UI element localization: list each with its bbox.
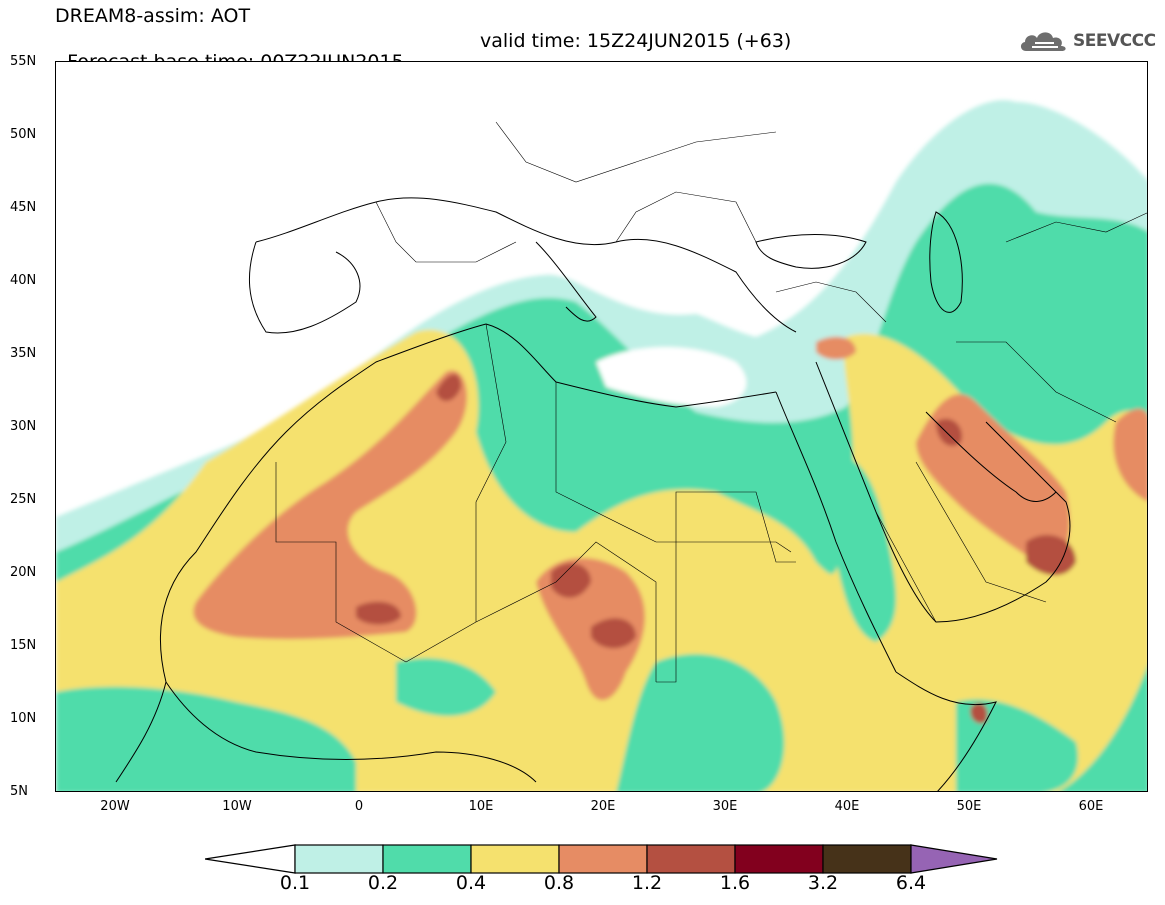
- lat-tick-label: 25N: [10, 492, 37, 507]
- coastline-horn-of-africa: [895, 671, 997, 791]
- aot-patch-0.8: [1113, 408, 1147, 501]
- lon-tick-label: 0: [354, 799, 364, 814]
- colorbar-level-label: 0.8: [543, 872, 575, 894]
- aot-patch-1.2: [970, 702, 988, 724]
- colorbar-level-label: 3.2: [807, 872, 839, 894]
- lon-tick-label: 30E: [712, 799, 738, 814]
- border-sahara-2: [405, 541, 657, 682]
- coastline-caspian: [929, 211, 963, 313]
- colorbar-level-label: 6.4: [895, 872, 927, 894]
- lat-tick-label: 40N: [10, 273, 37, 288]
- coastline-west-africa: [115, 323, 487, 783]
- colorbar-segment: [822, 844, 912, 874]
- country-borders: [275, 121, 1147, 683]
- aot-patch-0.2: [616, 654, 785, 791]
- lat-tick-label: 10N: [10, 711, 37, 726]
- lat-tick-label: 15N: [10, 638, 37, 653]
- colorbar-arrow-low: [205, 844, 296, 874]
- aot-patch-1.2: [591, 618, 636, 649]
- colorbar-arrow-high: [910, 844, 998, 874]
- colorbar-segment: [734, 844, 824, 874]
- lat-tick-label: 45N: [10, 200, 37, 215]
- aot-field: [56, 62, 1147, 791]
- lon-tick-label: 20E: [590, 799, 616, 814]
- aot-patch-0.8: [193, 370, 467, 640]
- aot-patch-0.2: [56, 686, 356, 791]
- lat-tick-label: 55N: [10, 54, 37, 69]
- colorbar-level-label: 1.6: [719, 872, 751, 894]
- colorbar-segment: [294, 844, 384, 874]
- lon-tick-label: 10E: [468, 799, 494, 814]
- aot-patch-0.8: [816, 336, 856, 360]
- lat-tick-label: 50N: [10, 127, 37, 142]
- chart-title: DREAM8-assim: AOT: [55, 5, 251, 27]
- coastline-north-africa: [485, 323, 777, 408]
- colorbar-level-label: 1.2: [631, 872, 663, 894]
- border-arabia-1: [915, 461, 1047, 603]
- colorbar-segment: [470, 844, 560, 874]
- coastline-red-sea-west: [775, 391, 897, 673]
- border-turkey: [775, 281, 887, 323]
- border-europe-1: [375, 201, 517, 263]
- border-sahara-3: [656, 491, 796, 683]
- border-europe-3: [495, 121, 777, 183]
- aot-patch-1.2: [551, 563, 591, 598]
- aot-patch-0.2: [396, 658, 496, 716]
- aot-colorbar: [205, 844, 998, 874]
- coastline-black-sea: [755, 234, 867, 269]
- aot-patch-1.2: [936, 418, 962, 446]
- colorbar-segment: [558, 844, 648, 874]
- border-egypt-sudan: [656, 541, 792, 553]
- lat-tick-label: 35N: [10, 346, 37, 361]
- coastline-europe: [255, 197, 797, 333]
- lon-tick-label: 10W: [222, 799, 252, 814]
- coastline-arabia: [815, 361, 1071, 623]
- aot-clear-area: [56, 62, 867, 492]
- logo-text: SEEVCCC: [1073, 31, 1156, 51]
- colorbar-level-label: 0.2: [367, 872, 399, 894]
- colorbar-level-label: 0.1: [279, 872, 311, 894]
- coastline-iberia: [248, 241, 361, 334]
- coastline-persian-gulf: [925, 411, 1057, 502]
- lon-tick-label: 20W: [100, 799, 130, 814]
- colorbar-segment: [646, 844, 736, 874]
- cloud-icon: [1020, 32, 1066, 51]
- coastline-italy: [535, 241, 597, 322]
- lat-tick-label: 5N: [10, 784, 28, 799]
- lon-tick-label: 60E: [1078, 799, 1104, 814]
- lon-tick-label: 40E: [834, 799, 860, 814]
- valid-time-label: valid time: 15Z24JUN2015 (+63): [480, 30, 792, 52]
- aot-band-0.4: [56, 329, 1147, 791]
- seevccc-logo: SEEVCCC: [1018, 26, 1156, 56]
- lat-tick-label: 30N: [10, 419, 37, 434]
- border-sahara-4: [475, 323, 507, 622]
- border-central-asia: [1005, 212, 1147, 243]
- border-iran: [956, 341, 1117, 423]
- border-sahara-1: [275, 462, 407, 663]
- aot-patch-1.2: [436, 374, 461, 402]
- border-libya: [555, 382, 657, 543]
- border-arabia-2: [875, 511, 937, 623]
- aot-patch-0.2: [956, 699, 1078, 791]
- coastlines: [115, 197, 1071, 791]
- lon-tick-label: 50E: [956, 799, 982, 814]
- aot-patch-1.2: [1026, 534, 1076, 576]
- coastline-gulf-of-guinea: [165, 681, 537, 783]
- colorbar-level-label: 0.4: [455, 872, 487, 894]
- aot-clear-area: [596, 347, 747, 407]
- border-europe-2: [615, 191, 757, 243]
- aot-patch-0.2: [826, 456, 896, 642]
- aot-patch-1.2: [356, 601, 401, 625]
- aot-map[interactable]: [55, 61, 1148, 792]
- colorbar-segment: [382, 844, 472, 874]
- lat-tick-label: 20N: [10, 565, 37, 580]
